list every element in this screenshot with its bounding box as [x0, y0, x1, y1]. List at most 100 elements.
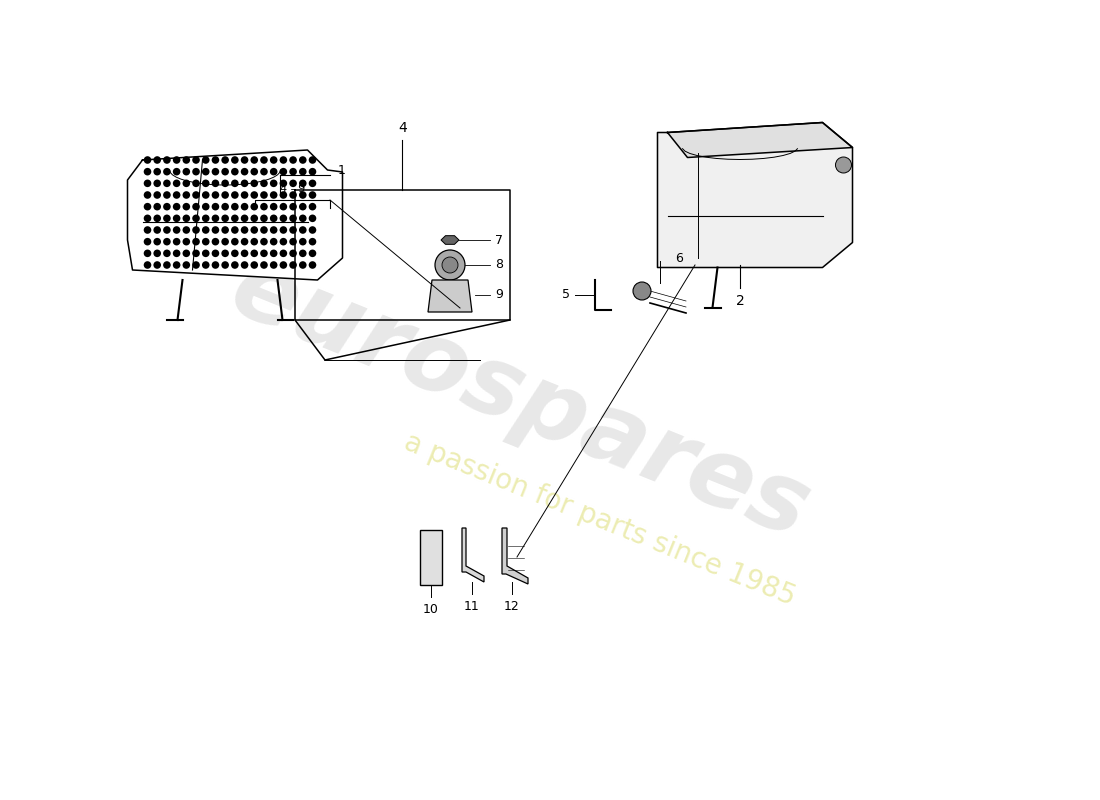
Circle shape	[192, 226, 200, 234]
Circle shape	[309, 214, 317, 222]
Circle shape	[261, 214, 267, 222]
Circle shape	[299, 156, 307, 164]
Circle shape	[231, 214, 239, 222]
Circle shape	[442, 257, 458, 273]
Circle shape	[231, 168, 239, 175]
Circle shape	[221, 191, 229, 198]
Circle shape	[202, 261, 209, 269]
Circle shape	[261, 203, 267, 210]
Circle shape	[279, 203, 287, 210]
Circle shape	[251, 214, 258, 222]
Circle shape	[144, 179, 152, 187]
Circle shape	[211, 179, 219, 187]
Circle shape	[211, 226, 219, 234]
Circle shape	[632, 282, 651, 300]
Circle shape	[183, 156, 190, 164]
Circle shape	[163, 168, 170, 175]
Circle shape	[836, 157, 851, 173]
Circle shape	[221, 261, 229, 269]
Circle shape	[163, 261, 170, 269]
Circle shape	[192, 191, 200, 198]
Circle shape	[289, 238, 297, 246]
Polygon shape	[668, 122, 852, 158]
Circle shape	[173, 261, 180, 269]
Circle shape	[202, 191, 209, 198]
Circle shape	[163, 203, 170, 210]
Circle shape	[270, 179, 277, 187]
Circle shape	[153, 214, 161, 222]
Circle shape	[279, 179, 287, 187]
Circle shape	[309, 203, 317, 210]
Circle shape	[270, 156, 277, 164]
Circle shape	[299, 226, 307, 234]
Text: 8: 8	[495, 258, 503, 271]
Circle shape	[144, 156, 152, 164]
Circle shape	[241, 226, 249, 234]
Circle shape	[270, 191, 277, 198]
Circle shape	[289, 179, 297, 187]
Circle shape	[309, 156, 317, 164]
Text: 1: 1	[338, 163, 345, 177]
Circle shape	[241, 214, 249, 222]
Circle shape	[231, 261, 239, 269]
Text: 2: 2	[736, 294, 745, 308]
Polygon shape	[502, 528, 528, 584]
Circle shape	[251, 203, 258, 210]
Circle shape	[192, 238, 200, 246]
Circle shape	[289, 261, 297, 269]
Circle shape	[183, 250, 190, 257]
Circle shape	[279, 168, 287, 175]
Circle shape	[299, 168, 307, 175]
Circle shape	[251, 191, 258, 198]
Circle shape	[192, 203, 200, 210]
Circle shape	[173, 250, 180, 257]
Circle shape	[173, 238, 180, 246]
Circle shape	[211, 250, 219, 257]
Circle shape	[279, 226, 287, 234]
Circle shape	[221, 168, 229, 175]
Circle shape	[183, 179, 190, 187]
Polygon shape	[428, 280, 472, 312]
Circle shape	[251, 238, 258, 246]
Circle shape	[192, 156, 200, 164]
Text: eurospares: eurospares	[218, 242, 823, 558]
Circle shape	[202, 226, 209, 234]
Circle shape	[153, 261, 161, 269]
Circle shape	[231, 179, 239, 187]
Circle shape	[153, 168, 161, 175]
Circle shape	[144, 168, 152, 175]
Circle shape	[144, 203, 152, 210]
Text: a passion for parts since 1985: a passion for parts since 1985	[400, 429, 800, 611]
Circle shape	[231, 250, 239, 257]
Circle shape	[241, 156, 249, 164]
Circle shape	[173, 203, 180, 210]
Circle shape	[144, 238, 152, 246]
Circle shape	[221, 250, 229, 257]
Circle shape	[299, 214, 307, 222]
Circle shape	[163, 226, 170, 234]
Circle shape	[309, 226, 317, 234]
Circle shape	[211, 261, 219, 269]
Circle shape	[241, 238, 249, 246]
Circle shape	[183, 168, 190, 175]
Circle shape	[279, 156, 287, 164]
Circle shape	[279, 261, 287, 269]
Circle shape	[279, 238, 287, 246]
Circle shape	[270, 261, 277, 269]
Circle shape	[261, 191, 267, 198]
Circle shape	[241, 168, 249, 175]
Circle shape	[202, 214, 209, 222]
Circle shape	[144, 226, 152, 234]
Circle shape	[163, 156, 170, 164]
Circle shape	[279, 250, 287, 257]
Circle shape	[251, 226, 258, 234]
Circle shape	[192, 250, 200, 257]
Circle shape	[261, 226, 267, 234]
Circle shape	[231, 238, 239, 246]
Circle shape	[270, 226, 277, 234]
Circle shape	[183, 226, 190, 234]
Circle shape	[299, 179, 307, 187]
Circle shape	[183, 203, 190, 210]
Circle shape	[231, 226, 239, 234]
Circle shape	[279, 214, 287, 222]
